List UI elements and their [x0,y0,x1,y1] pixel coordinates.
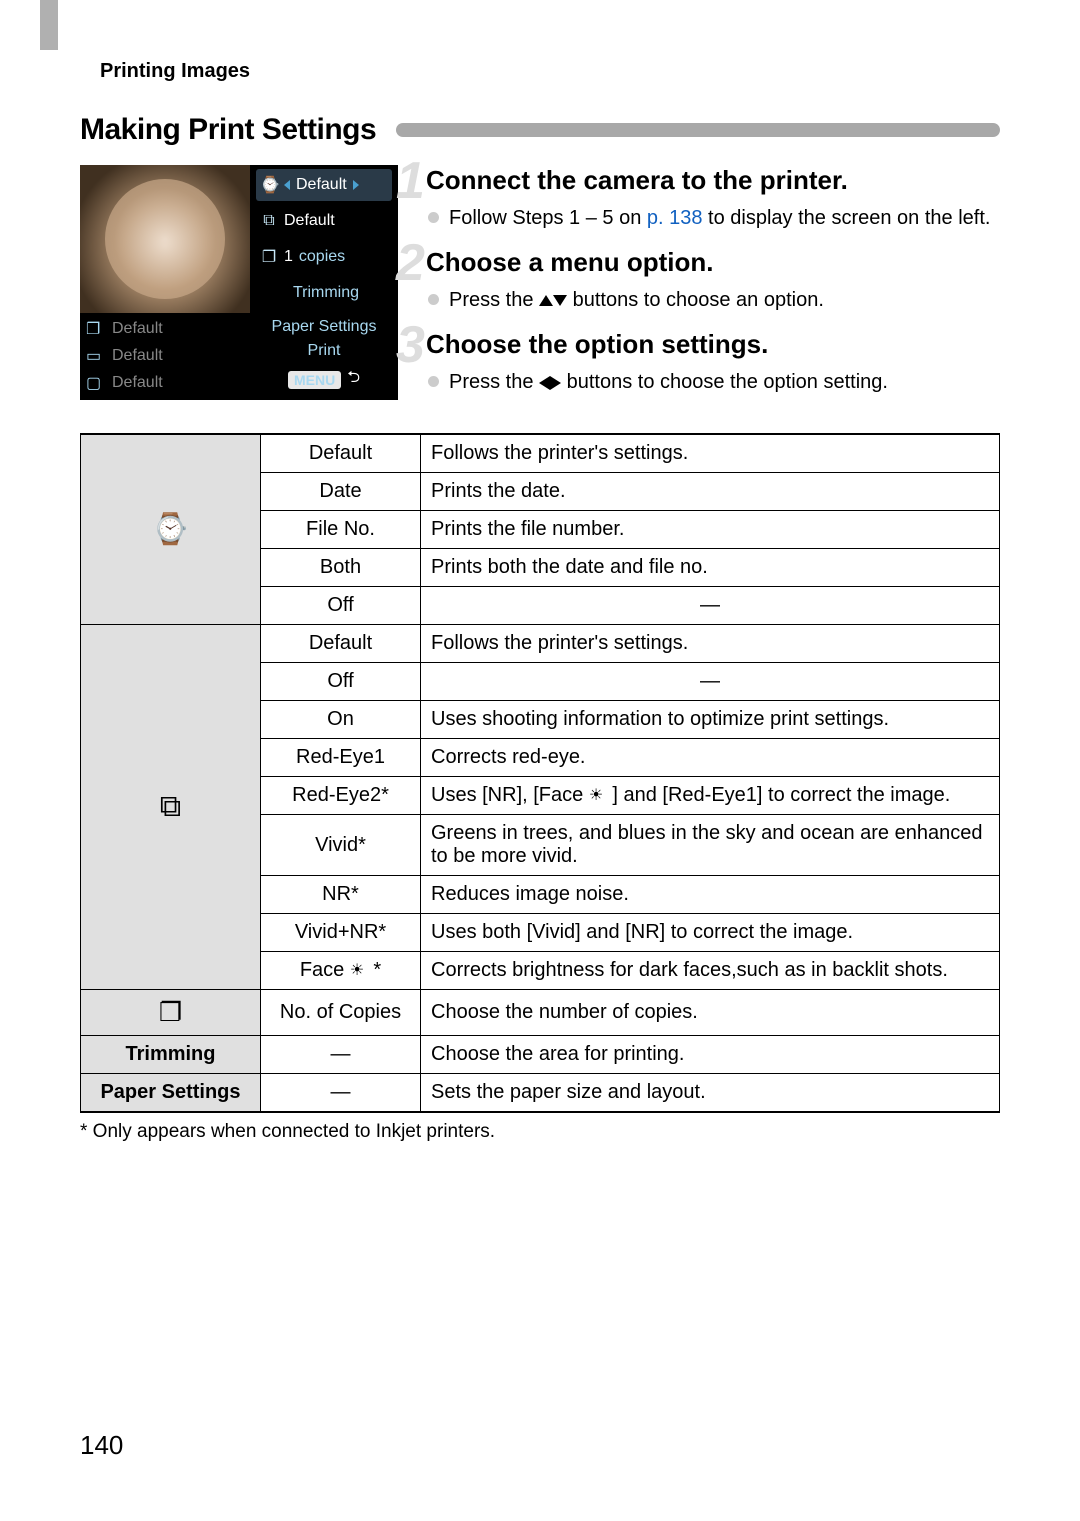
table-desc: Prints the file number. [421,511,1000,549]
lcd-trimming-label: Trimming [293,284,359,302]
table-opt: Face * [261,952,421,990]
table-opt: Red-Eye2* [261,777,421,815]
table-opt: Vivid+NR* [261,914,421,952]
table-desc: Corrects brightness for dark faces,such … [421,952,1000,990]
up-arrow-icon [539,295,553,306]
group1-icon-cell [81,434,261,625]
group2-icon-cell [81,625,261,990]
step-bullet: Follow Steps 1 – 5 on p. 138 to display … [428,204,1000,233]
trimming-label-cell: Trimming [81,1036,261,1074]
lcd-row-date: Default [256,169,392,201]
table-opt: — [261,1074,421,1113]
down-arrow-icon [553,295,567,306]
table-desc: Follows the printer's settings. [421,625,1000,663]
bullet-icon [428,212,439,223]
table-opt: Red-Eye1 [261,739,421,777]
section-title-row: Making Print Settings [80,113,1000,147]
table-opt: NR* [261,876,421,914]
step-title: Choose the option settings. [426,329,1000,360]
table-opt: Off [261,587,421,625]
table-opt: No. of Copies [261,990,421,1036]
table-desc: Sets the paper size and layout. [421,1074,1000,1113]
step-title: Choose a menu option. [426,247,1000,278]
step-bullet: Press the buttons to choose an option. [428,286,1000,315]
step-number: 2 [396,233,425,293]
table-opt: Date [261,473,421,511]
table-desc: Uses [NR], [Face ] and [Red-Eye1] to cor… [421,777,1000,815]
lcd-left-row-3: ▢Default [86,373,244,393]
date-icon [260,175,278,195]
lcd-copies-value: 1 [284,248,293,266]
return-icon: ⮌ [347,366,360,393]
lcd-menu-row: MENU ⮌ [288,366,360,393]
table-desc: Greens in trees, and blues in the sky an… [421,815,1000,876]
paper-label-cell: Paper Settings [81,1074,261,1113]
lcd-left-row-1: ❐Default [86,319,244,339]
table-desc: Corrects red-eye. [421,739,1000,777]
lcd-photo-preview [80,165,250,313]
table-opt: Default [261,625,421,663]
face-icon [350,962,368,980]
step-2: 2 Choose a menu option. Press the button… [426,247,1000,315]
face-icon [589,787,607,805]
step-number: 1 [396,151,425,211]
table-opt: Both [261,549,421,587]
bullet-icon [428,376,439,387]
bullet-icon [428,294,439,305]
lcd-left-row-2: ▭Default [86,346,244,366]
copies-group-icon [159,997,182,1027]
table-desc: Prints the date. [421,473,1000,511]
right-arrow-icon [353,180,359,190]
step-1: 1 Connect the camera to the printer. Fol… [426,165,1000,233]
table-desc: Reduces image noise. [421,876,1000,914]
table-opt: On [261,701,421,739]
table-desc: — [421,587,1000,625]
lcd-print: Print [308,342,341,360]
date-group-icon [152,513,189,546]
table-desc: Uses shooting information to optimize pr… [421,701,1000,739]
table-opt: File No. [261,511,421,549]
table-opt: Default [261,434,421,473]
step-bullet: Press the buttons to choose the option s… [428,368,1000,397]
page-number: 140 [80,1430,123,1461]
table-desc: Choose the area for printing. [421,1036,1000,1074]
title-bar [396,123,1000,137]
left-arrow-icon [284,180,290,190]
lcd-row-effect-value: Default [284,212,335,230]
lcd-row-date-value: Default [296,176,347,194]
effect-icon [260,212,278,230]
table-desc: — [421,663,1000,701]
copies-icon-cell [81,990,261,1036]
step-title: Connect the camera to the printer. [426,165,1000,196]
lcd-paper-settings: Paper Settings [272,318,377,336]
step-number: 3 [396,315,425,375]
step-3: 3 Choose the option settings. Press the … [426,329,1000,397]
table-desc: Prints both the date and file no. [421,549,1000,587]
table-opt: Off [261,663,421,701]
lcd-row-copies: 1 copies [256,241,392,273]
lcd-row-effect: Default [256,205,392,237]
section-title: Making Print Settings [80,113,376,147]
left-arrow-icon [539,376,550,390]
table-desc: Uses both [Vivid] and [NR] to correct th… [421,914,1000,952]
settings-table: Default Follows the printer's settings. … [80,433,1000,1113]
lcd-copies-label: copies [299,248,345,266]
table-opt: — [261,1036,421,1074]
right-arrow-icon [550,376,561,390]
effect-group-icon [160,790,181,823]
menu-button-label: MENU [288,371,341,389]
table-opt: Vivid* [261,815,421,876]
lcd-screenshot: Default Default 1 copies Trimming [80,165,398,400]
page-link[interactable]: p. 138 [647,207,703,229]
side-tab [40,0,58,50]
copies-icon [260,247,278,267]
footnote: * Only appears when connected to Inkjet … [80,1121,1000,1143]
table-desc: Choose the number of copies. [421,990,1000,1036]
table-desc: Follows the printer's settings. [421,434,1000,473]
lcd-row-trimming: Trimming [256,277,392,309]
header-label: Printing Images [100,60,1000,83]
